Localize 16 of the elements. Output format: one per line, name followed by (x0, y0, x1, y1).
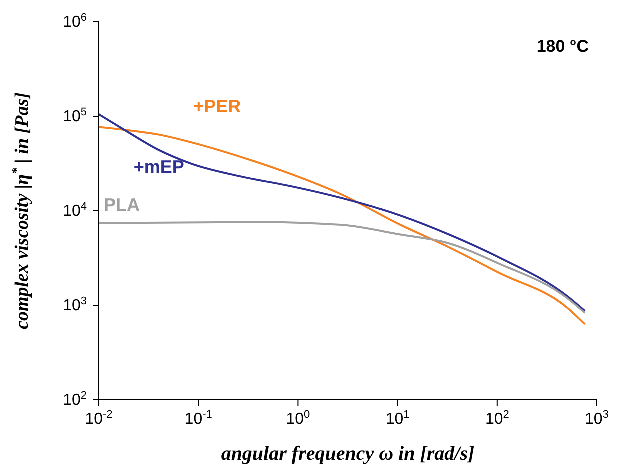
y-tick-label: 10$^{3}$ (63, 296, 87, 314)
x-axis-title: angular frequency ω in [rad/s] (221, 443, 476, 465)
annotation: 180 °C (536, 37, 589, 56)
y-tick-label: 10$^{5}$ (63, 106, 87, 126)
y-tick-label: 10$^{4}$ (63, 201, 87, 220)
y-tick-label: 10$^{6}$ (63, 12, 87, 31)
x-tick-label: 10$^{0}$ (286, 409, 310, 428)
x-tick-label: 10$^{1}$ (386, 409, 410, 428)
series-label: +PER (194, 96, 242, 117)
x-tick-label: 10$^{-1}$ (184, 409, 212, 428)
x-tick-label: 10$^{-2}$ (85, 409, 113, 428)
x-tick-label: 10$^{3}$ (585, 409, 609, 428)
series-label: PLA (104, 195, 140, 215)
x-tick-label: 10$^{2}$ (485, 409, 510, 428)
y-tick-label: 10$^{2}$ (63, 390, 87, 409)
series-label: +mEP (134, 157, 184, 178)
